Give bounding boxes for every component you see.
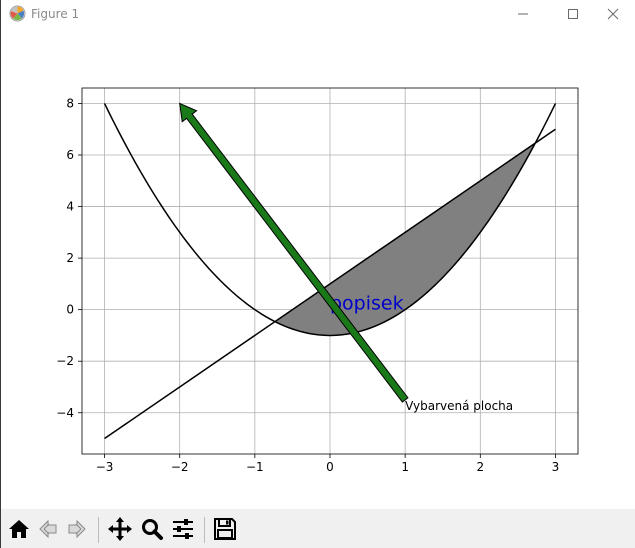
forward-arrow-icon — [68, 519, 86, 539]
back-button[interactable] — [34, 515, 62, 543]
configure-button[interactable] — [169, 515, 197, 543]
parabola-line — [103, 103, 557, 337]
toolbar-separator — [204, 517, 205, 543]
y-tick-label: 0 — [66, 303, 74, 317]
popisek-label: popisek — [330, 293, 404, 315]
maximize-icon — [568, 9, 578, 19]
y-tick-label: 4 — [66, 200, 74, 214]
magnifier-icon — [142, 519, 163, 540]
move-icon — [108, 517, 132, 541]
close-icon — [607, 8, 619, 20]
sliders-icon — [173, 519, 193, 539]
floppy-icon — [214, 518, 236, 540]
forward-button[interactable] — [63, 515, 91, 543]
home-icon — [9, 520, 29, 538]
x-tick-label: −2 — [171, 460, 189, 474]
x-tick-label: −1 — [246, 460, 264, 474]
matplotlib-logo-icon — [9, 5, 26, 22]
close-button[interactable] — [591, 0, 635, 28]
y-tick-label: 2 — [66, 251, 74, 265]
x-tick-label: −3 — [96, 460, 114, 474]
home-button[interactable] — [5, 515, 33, 543]
minimize-button[interactable] — [501, 0, 545, 28]
y-tick-label: −4 — [56, 406, 74, 420]
x-tick-label: 3 — [552, 460, 560, 474]
x-tick-label: 1 — [401, 460, 409, 474]
y-tick-label: 6 — [66, 148, 74, 162]
annotation-arrow — [179, 102, 409, 403]
linear-line — [104, 128, 556, 440]
minimize-icon — [518, 13, 528, 15]
back-arrow-icon — [39, 519, 57, 539]
figure-canvas[interactable]: −3 −2 −1 0 1 2 3 −4 −2 0 2 4 6 8 popisek Vybarvená ploc… — [1, 28, 635, 509]
navigation-toolbar — [1, 509, 635, 548]
y-tick-label: 8 — [66, 96, 74, 110]
title-bar[interactable]: Figure 1 — [1, 0, 635, 28]
maximize-button[interactable] — [551, 0, 595, 28]
save-button[interactable] — [211, 515, 239, 543]
toolbar-separator — [98, 517, 99, 543]
y-tick-label: −2 — [56, 354, 74, 368]
zoom-button[interactable] — [138, 515, 166, 543]
plot-svg[interactable]: −3 −2 −1 0 1 2 3 −4 −2 0 2 4 6 8 popisek Vybarvená ploc… — [1, 28, 635, 509]
x-tick-label: 0 — [326, 460, 334, 474]
pan-button[interactable] — [106, 515, 134, 543]
window-title: Figure 1 — [31, 7, 80, 21]
annotation-label: Vybarvená plocha — [405, 399, 513, 413]
x-tick-label: 2 — [476, 460, 484, 474]
